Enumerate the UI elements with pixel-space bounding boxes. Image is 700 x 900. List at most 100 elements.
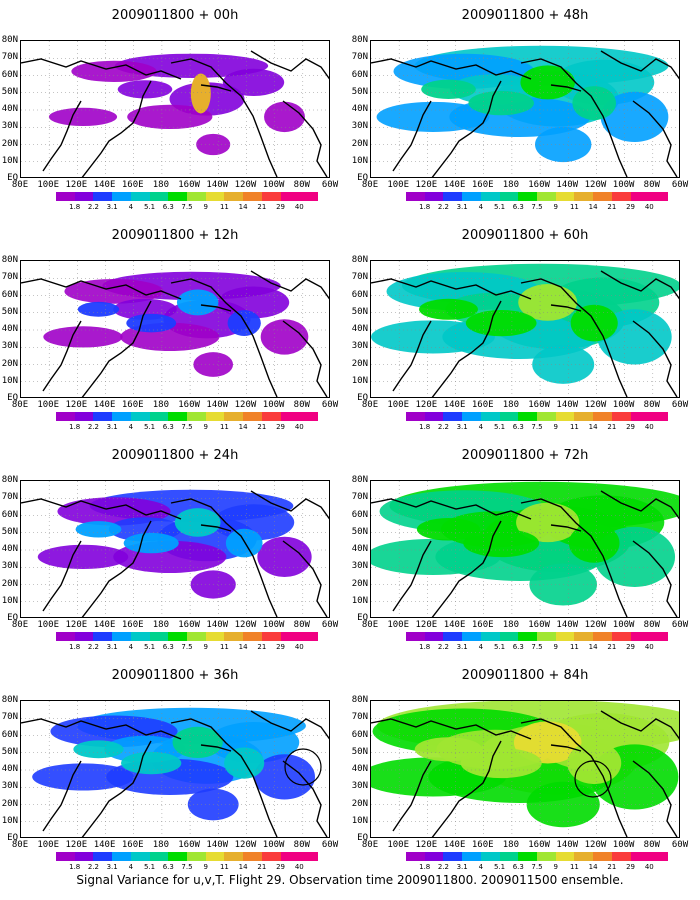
variance-core (126, 313, 177, 333)
colorbar-swatch (93, 632, 113, 641)
variance-region (212, 504, 295, 541)
lat-label: 40N (1, 104, 18, 114)
lon-label: 120E (415, 840, 438, 850)
lon-label: 100E (37, 180, 60, 190)
coastline (600, 270, 679, 300)
lat-label: 20N (351, 358, 368, 369)
lat-label: EQ (357, 833, 368, 843)
variance-field (371, 41, 679, 177)
colorbar-swatch (112, 192, 131, 201)
variance-region (127, 104, 213, 130)
colorbar-tick-label: 3.1 (106, 863, 118, 871)
lon-label: 160E (471, 400, 494, 410)
colorbar-swatch (187, 632, 206, 641)
lon-label: 160W (178, 620, 200, 630)
colorbar-tick-label: 4 (478, 203, 484, 211)
colorbar-tick-label: 5.1 (493, 643, 506, 651)
coastline (200, 744, 232, 752)
map-panel (20, 480, 330, 618)
coastline (42, 760, 82, 832)
coastline (81, 740, 152, 837)
lat-label: 80N (1, 475, 18, 485)
variance-core (463, 529, 540, 558)
coastline (200, 524, 232, 532)
lat-label: 30N (351, 341, 368, 352)
variance-field (21, 41, 329, 177)
coastline (282, 320, 328, 397)
colorbar-swatch (555, 632, 575, 641)
colorbar-swatch (299, 412, 319, 421)
coastline (431, 740, 502, 837)
colorbar-tick-label: 5.1 (493, 423, 506, 431)
lat-label: 30N (1, 561, 18, 572)
colorbar-tick-label: 40 (644, 423, 654, 431)
coastline (170, 278, 278, 397)
colorbar-tick-label: 11 (219, 863, 229, 871)
lon-label: 100E (37, 620, 60, 630)
lat-label: 10N (351, 155, 368, 166)
lon-label: 120E (65, 180, 88, 190)
colorbar-tick-label: 1.8 (419, 203, 431, 211)
colorbar-tick-label: 21 (257, 203, 267, 211)
colorbar-swatch (480, 412, 500, 421)
colorbar-swatch (243, 192, 262, 201)
colorbar-tick-label: 29 (626, 203, 636, 211)
lat-label: 50N (1, 746, 18, 757)
lon-label: 140W (206, 180, 229, 190)
variance-region (257, 536, 312, 578)
variance-core (227, 310, 261, 337)
lat-label: 70N (1, 492, 18, 503)
lon-label: 80W (643, 620, 660, 630)
colorbar-swatch (649, 852, 669, 861)
coastline (371, 58, 532, 80)
colorbar-swatch (56, 632, 75, 641)
lat-label: 60N (1, 509, 18, 520)
variance-core (414, 737, 483, 762)
colorbar-swatch (593, 852, 612, 861)
variance-core (460, 748, 542, 779)
colorbar (56, 632, 319, 641)
lon-label: 100E (387, 620, 410, 630)
colorbar-tick-label: 21 (257, 863, 267, 871)
colorbar-tick-label: 11 (569, 203, 579, 211)
colorbar-swatch (93, 852, 113, 861)
lon-label: 160E (121, 400, 144, 410)
lat-label: 70N (1, 52, 18, 63)
variance-core (465, 309, 537, 337)
coastline (282, 100, 328, 177)
colorbar-tick-label: 5.1 (493, 203, 506, 211)
map-panel (370, 40, 680, 178)
coastline (282, 760, 328, 837)
colorbar-swatch (224, 192, 244, 201)
figure-caption: Signal Variance for u,v,T. Flight 29. Ob… (76, 873, 624, 887)
colorbar-swatch (299, 192, 319, 201)
colorbar-tick-label: 4 (128, 203, 134, 211)
variance-core (224, 747, 265, 779)
colorbar-swatch (462, 632, 481, 641)
lon-label: 120W (584, 840, 607, 850)
lon-label: 100E (387, 400, 410, 410)
lon-label: 140E (93, 840, 116, 850)
colorbar-tick-label: 9 (203, 423, 208, 431)
colorbar-swatch (537, 852, 556, 861)
colorbar-swatch (537, 412, 556, 421)
colorbar-swatch (224, 412, 244, 421)
colorbar-tick-label: 4 (478, 643, 484, 651)
lat-label: 10N (351, 595, 368, 606)
colorbar-swatch (424, 632, 444, 641)
colorbar-swatch (280, 852, 300, 861)
colorbar-tick-label: 9 (553, 863, 558, 871)
colorbar-tick-label: 11 (569, 863, 579, 871)
variance-field (21, 261, 329, 397)
lon-label: 60W (321, 620, 339, 630)
colorbar-swatch (243, 412, 262, 421)
lon-label: 120E (415, 620, 438, 630)
lat-label: 20N (351, 578, 368, 589)
lat-label: 80N (1, 255, 18, 265)
variance-region (71, 60, 157, 82)
colorbar-swatch (130, 412, 150, 421)
lat-label: 20N (351, 798, 368, 809)
variance-field (371, 701, 679, 837)
colorbar-tick-label: 29 (626, 423, 636, 431)
coastline (431, 300, 502, 397)
